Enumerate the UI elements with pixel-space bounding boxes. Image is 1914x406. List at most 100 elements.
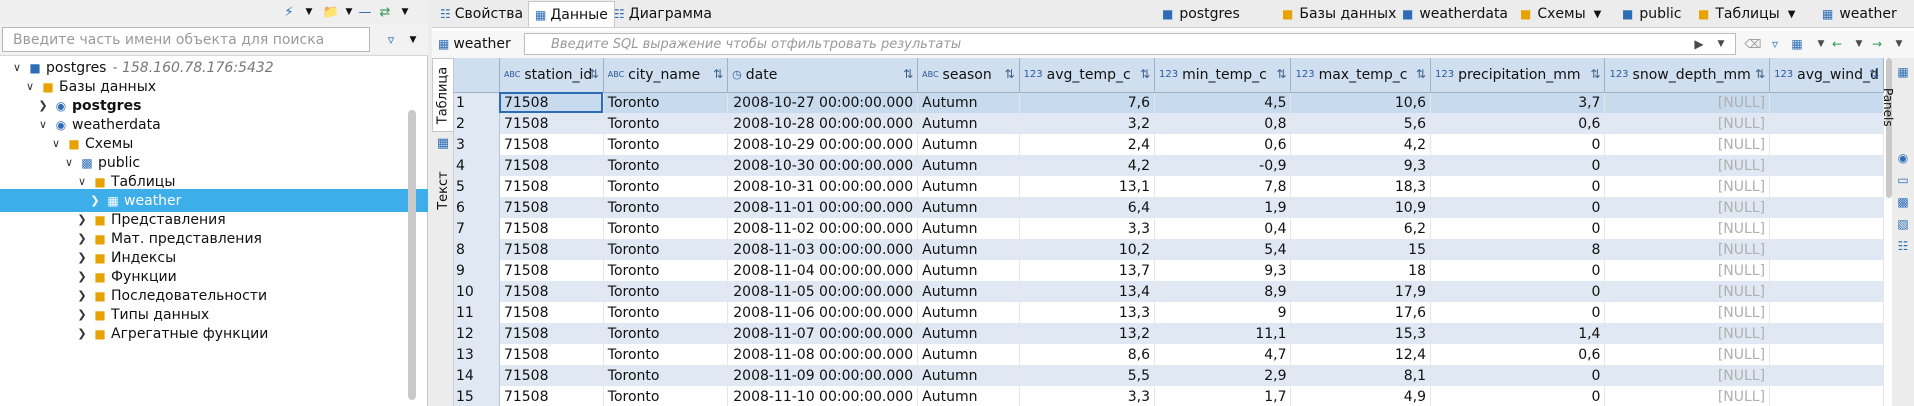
table-cell[interactable]: Autumn [917,281,1020,302]
panels-icon[interactable]: ▦ [1897,65,1909,79]
table-cell[interactable]: 1,9 [1154,197,1292,218]
table-row[interactable]: 10 71508 Toronto 2008-11-05 00:00:00.000 Aut… [454,281,1884,302]
back-dropdown-icon[interactable]: ▼ [1855,39,1863,49]
tab-diagram[interactable]: ☷ Диаграмма [608,1,718,27]
table-cell[interactable] [1769,155,1884,176]
chevron-down-icon[interactable]: ∨ [38,118,48,131]
table-cell[interactable]: 4,2 [1019,155,1156,176]
table-cell[interactable]: Toronto [603,281,729,302]
table-cell[interactable]: 71508 [499,302,604,323]
table-cell[interactable]: 7,6 [1019,92,1156,113]
table-cell[interactable]: 71508 [499,344,604,365]
table-cell[interactable]: 4,7 [1154,344,1292,365]
table-cell[interactable]: 2008-10-29 00:00:00.000 [727,134,919,155]
table-cell[interactable]: [NULL] [1604,239,1771,260]
table-cell[interactable]: 71508 [499,113,604,134]
table-cell[interactable]: 0 [1430,197,1606,218]
table-cell[interactable]: Autumn [917,113,1020,134]
references-icon[interactable]: ☷ [1897,239,1909,253]
table-cell[interactable]: 71508 [499,197,604,218]
sort-filter-icon[interactable]: ⇅ [1004,67,1015,81]
table-cell[interactable]: Toronto [603,260,729,281]
search-input[interactable] [2,27,370,52]
sort-filter-icon[interactable]: ⇅ [1276,67,1287,81]
table-cell[interactable]: 3,2 [1019,113,1156,134]
table-cell[interactable]: 10,6 [1290,92,1431,113]
chevron-down-icon[interactable]: ∨ [77,175,87,188]
table-cell[interactable]: 0 [1430,134,1606,155]
sort-filter-icon[interactable]: ⇅ [588,67,599,81]
tree-item[interactable]: ∨ ◉ weatherdata [0,113,428,136]
table-cell[interactable]: Toronto [603,344,729,365]
tree-item[interactable]: ❯ ■ Функции [0,265,428,288]
table-cell[interactable]: 71508 [499,365,604,386]
table-cell[interactable]: 71508 [499,281,604,302]
table-cell[interactable]: 0 [1430,281,1606,302]
chevron-right-icon[interactable]: ❯ [90,194,100,207]
tab-text-view[interactable]: Текст [432,154,454,226]
apply-filter-icon[interactable]: ▶ [1694,37,1704,51]
column-header[interactable]: ABC station_id ⇅ [499,58,604,93]
table-cell[interactable]: Autumn [917,344,1020,365]
table-cell[interactable] [1769,218,1884,239]
table-row[interactable]: 12 71508 Toronto 2008-11-07 00:00:00.000 Aut… [454,323,1884,344]
table-cell[interactable]: 0,6 [1430,344,1606,365]
table-cell[interactable]: Toronto [603,92,729,113]
table-cell[interactable]: 2008-11-04 00:00:00.000 [727,260,919,281]
table-cell[interactable]: -0,9 [1154,155,1292,176]
sort-filter-icon[interactable]: ⇅ [713,67,724,81]
breadcrumb-item[interactable]: ▦ weather [1822,0,1897,28]
table-cell[interactable]: 2008-11-05 00:00:00.000 [727,281,919,302]
table-cell[interactable]: 8,9 [1154,281,1292,302]
filter-menu-icon[interactable]: ▼ [1817,39,1825,49]
table-row[interactable]: 14 71508 Toronto 2008-11-09 00:00:00.000 Aut… [454,365,1884,386]
tab-data[interactable]: ▦ Данные [528,1,615,27]
table-cell[interactable]: Autumn [917,239,1020,260]
table-cell[interactable]: [NULL] [1604,92,1771,113]
table-cell[interactable]: Autumn [917,218,1020,239]
table-cell[interactable]: Autumn [917,155,1020,176]
chevron-right-icon[interactable]: ❯ [77,289,87,302]
table-cell[interactable]: 2008-10-27 00:00:00.000 [727,92,919,113]
table-cell[interactable]: [NULL] [1604,323,1771,344]
table-cell[interactable]: 71508 [499,176,604,197]
panels-label[interactable]: Panels [1881,88,1895,127]
forward-dropdown-icon[interactable]: ▼ [1895,39,1903,49]
sort-filter-icon[interactable]: ⇅ [1139,67,1150,81]
table-cell[interactable]: Toronto [603,197,729,218]
filter-settings-icon[interactable]: ▿ [1771,37,1779,51]
table-cell[interactable]: [NULL] [1604,218,1771,239]
table-cell[interactable]: Toronto [603,113,729,134]
column-header[interactable]: ABC city_name ⇅ [603,58,729,93]
table-cell[interactable]: 2008-10-28 00:00:00.000 [727,113,919,134]
table-cell[interactable]: 0,6 [1430,113,1606,134]
table-cell[interactable]: 5,4 [1154,239,1292,260]
breadcrumb-item[interactable]: ■ weatherdata [1402,0,1508,28]
table-row[interactable]: 11 71508 Toronto 2008-11-06 00:00:00.000 Aut… [454,302,1884,323]
table-row[interactable]: 7 71508 Toronto 2008-11-02 00:00:00.000 Autu… [454,218,1884,239]
table-cell[interactable]: 9,3 [1290,155,1431,176]
column-header[interactable]: ABC season ⇅ [917,58,1020,93]
table-cell[interactable]: 7,8 [1154,176,1292,197]
chevron-right-icon[interactable]: ❯ [77,308,87,321]
chevron-right-icon[interactable]: ❯ [77,232,87,245]
table-cell[interactable]: Toronto [603,155,729,176]
link-editor-icon[interactable]: ⇄ [379,4,391,20]
table-cell[interactable]: [NULL] [1604,302,1771,323]
table-cell[interactable]: 4,5 [1154,92,1292,113]
table-cell[interactable] [1769,365,1884,386]
table-cell[interactable]: [NULL] [1604,176,1771,197]
table-cell[interactable]: 71508 [499,218,604,239]
table-cell[interactable]: 0 [1430,386,1606,406]
sort-filter-icon[interactable]: ⇅ [1868,67,1879,81]
sort-filter-icon[interactable]: ⇅ [1755,67,1766,81]
chevron-down-icon[interactable]: ∨ [64,156,74,169]
table-cell[interactable]: 0 [1430,260,1606,281]
table-cell[interactable]: 0 [1430,218,1606,239]
table-cell[interactable]: [NULL] [1604,344,1771,365]
table-cell[interactable]: 15 [1290,239,1431,260]
calc-icon[interactable]: ▧ [1897,217,1909,231]
table-cell[interactable]: [NULL] [1604,113,1771,134]
table-cell[interactable]: 0,4 [1154,218,1292,239]
table-cell[interactable]: 4,9 [1290,386,1431,406]
